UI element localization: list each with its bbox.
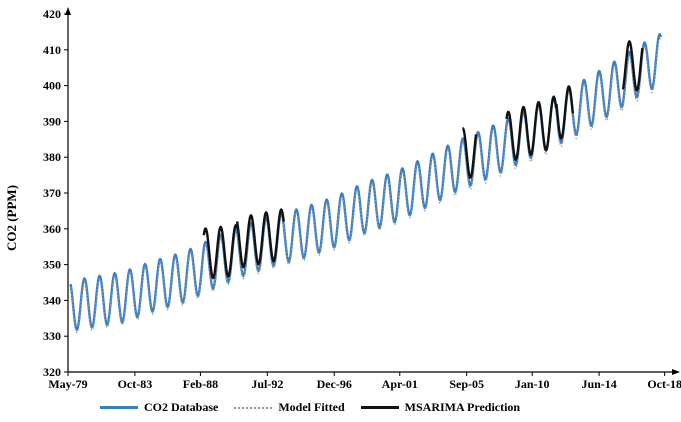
y-tick-label: 380 <box>43 150 61 164</box>
y-tick-label: 410 <box>43 43 61 57</box>
series-msarima-prediction-segment-3 <box>505 95 558 162</box>
series-msarima-prediction-segment-4 <box>555 85 575 140</box>
x-axis-arrow <box>672 369 680 375</box>
y-tick-label: 340 <box>43 293 61 307</box>
series-msarima-prediction-segment-2 <box>462 127 478 179</box>
y-axis-ticks: 320 330 340 350 360 370 380 390 400 410 420 <box>43 7 68 379</box>
x-tick-label: Apr-01 <box>382 377 418 391</box>
y-axis-arrow <box>65 7 71 15</box>
plot-lines <box>69 32 663 334</box>
legend-label: CO2 Database <box>144 400 219 414</box>
legend-label: MSARIMA Prediction <box>404 400 521 414</box>
y-tick-label: 320 <box>43 365 61 379</box>
x-tick-label: Dec-96 <box>317 377 352 391</box>
series-msarima-prediction-segment-1 <box>235 208 285 269</box>
x-axis-ticks: May-79 Oct-83 Feb-88 Jul-92 Dec-96 Apr-01 Sep-… <box>48 372 681 391</box>
y-tick-label: 350 <box>43 258 61 272</box>
legend-swatch-msarima-prediction <box>360 406 399 409</box>
y-tick-label: 420 <box>43 7 61 21</box>
x-tick-label: Oct-18 <box>647 377 681 391</box>
x-tick-label: Feb-88 <box>183 377 218 391</box>
legend-item-model-fitted: Model Fitted <box>234 400 345 415</box>
y-tick-label: 370 <box>43 186 61 200</box>
x-tick-label: Jan-10 <box>515 377 550 391</box>
series-model-fitted <box>69 37 662 334</box>
y-tick-label: 330 <box>43 329 61 343</box>
x-tick-label: Jun-14 <box>581 377 616 391</box>
series-co2-database <box>69 32 663 332</box>
legend-label: Model Fitted <box>278 400 345 414</box>
x-tick-label: Oct-83 <box>118 377 153 391</box>
y-tick-label: 360 <box>43 222 61 236</box>
legend-item-co2-database: CO2 Database <box>100 400 218 415</box>
x-tick-label: Sep-05 <box>449 377 484 391</box>
legend-swatch-co2-database <box>100 406 138 409</box>
chart-legend: CO2 Database Model Fitted MSARIMA Predic… <box>100 400 536 415</box>
y-tick-label: 390 <box>43 114 61 128</box>
y-axis-label: CO2 (PPM) <box>4 185 19 251</box>
legend-item-msarima-prediction: MSARIMA Prediction <box>360 400 521 415</box>
axes <box>65 7 680 375</box>
x-tick-label: May-79 <box>48 377 87 391</box>
legend-swatch-model-fitted <box>234 406 273 409</box>
series-msarima-prediction-segment-0 <box>202 223 239 280</box>
x-tick-label: Jul-92 <box>251 377 283 391</box>
series-msarima-prediction-segment-5 <box>621 39 644 92</box>
y-tick-label: 400 <box>43 79 61 93</box>
